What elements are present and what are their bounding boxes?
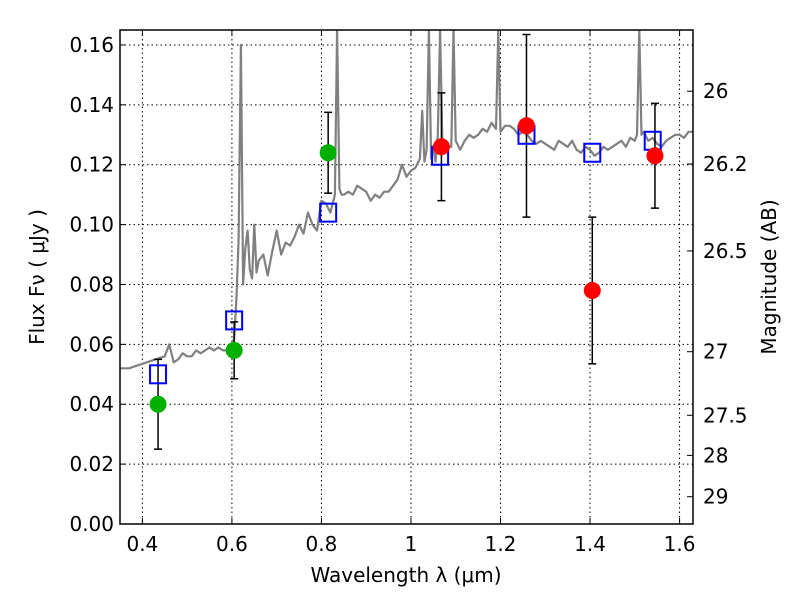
mag-tick-label: 27 (703, 340, 728, 364)
observed-optical-point (149, 395, 167, 413)
mag-tick-label: 26 (703, 79, 728, 103)
spectrum-line (120, 30, 693, 370)
y-tick-label: 0.04 (69, 392, 114, 416)
mag-tick-label: 26.2 (703, 152, 748, 176)
y-axis-label: Flux Fν ( μJy ) (25, 209, 49, 345)
x-tick-label: 1.6 (664, 532, 696, 556)
model-photometry-point (319, 202, 338, 223)
mag-tick-label: 28 (703, 443, 728, 467)
y-tick-label: 0.00 (69, 512, 114, 536)
y-tick-label: 0.08 (69, 272, 114, 296)
y-tick-label: 0.14 (69, 93, 114, 117)
y-tick-label: 0.02 (69, 452, 114, 476)
x-tick-label: 0.8 (306, 532, 338, 556)
y-tick-label: 0.12 (69, 153, 114, 177)
observed-optical-point (319, 144, 337, 162)
observed-nir-point (646, 147, 664, 165)
x-tick-label: 1 (405, 532, 418, 556)
x-tick-label: 0.6 (216, 532, 248, 556)
x-tick-label: 1.4 (574, 532, 606, 556)
x-tick-label: 0.4 (126, 532, 158, 556)
x-axis-label: Wavelength λ (μm) (310, 563, 501, 587)
y2-axis-label: Magnitude (AB) (757, 199, 781, 354)
plot-frame (119, 29, 694, 525)
mag-tick-label: 26.5 (703, 239, 748, 263)
model-photometry-point (225, 310, 244, 331)
x-tick-label: 1.2 (485, 532, 517, 556)
model-photometry-point (583, 142, 602, 163)
y-tick-label: 0.10 (69, 213, 114, 237)
mag-tick-label: 27.5 (703, 403, 748, 427)
observed-nir-point (583, 281, 601, 299)
observed-optical-point (225, 341, 243, 359)
observed-nir-point (517, 117, 535, 135)
y-tick-label: 0.16 (69, 33, 114, 57)
model-photometry-point (149, 364, 168, 385)
plot-area (120, 30, 693, 450)
observed-nir-point (432, 138, 450, 156)
axis-ticks: 0.4 0.6 0.8 1 1.2 1.4 1.6 0.00 0.02 0.04 0.06 0.08 0… (69, 30, 748, 556)
mag-tick-label: 29 (703, 485, 728, 509)
y-tick-label: 0.06 (69, 332, 114, 356)
